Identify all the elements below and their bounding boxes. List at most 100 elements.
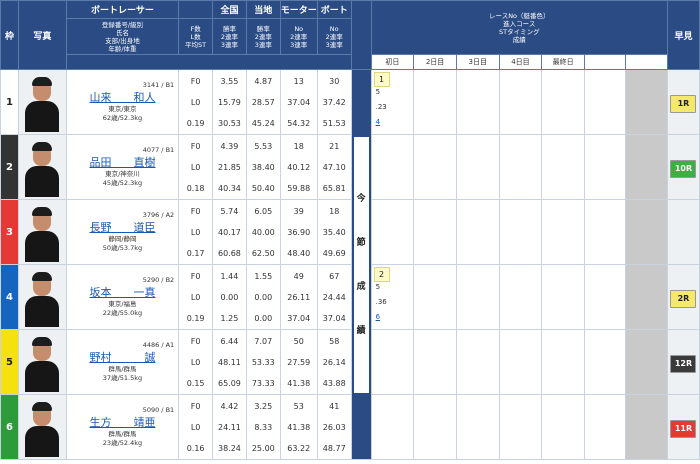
racer-photo [17,394,67,460]
racer-branch: 群馬/群馬 [108,430,137,438]
boat-sub-3: 3連率 [325,40,343,49]
konsetsu-char-4: 績 [353,308,369,353]
motor-cell: 39 36.90 48.40 [279,199,318,265]
racer-branch: 群馬/群馬 [108,365,137,373]
racer-branch: 東京/福島 [108,300,137,308]
racer-name-link[interactable]: 野村 誠 [89,351,156,364]
header-flst [178,0,214,19]
local-value-3: 25.00 [251,443,275,453]
racer-name-link[interactable]: 品田 直樹 [89,156,156,169]
day3-result-cell [455,329,500,395]
early-race-badge[interactable]: 10R [670,160,697,178]
avg-st: 0.17 [186,248,205,258]
day1-result-cell [370,394,415,460]
racer-avatar [23,271,61,327]
local-value-2: 28.57 [251,97,275,107]
boat-sub-2: 2連率 [325,32,343,41]
race-result-link[interactable]: 4 [375,118,381,126]
national-sub-win: 勝率 [222,24,236,33]
racer-reg: 3796 / A2 [142,211,175,219]
motor-value-3: 41.38 [287,378,311,388]
day3-result-cell [455,264,500,330]
day4-result-cell [498,134,543,200]
national-value-1: 4.42 [220,401,239,411]
early-race-badge[interactable]: 11R [670,420,697,438]
header-blank-strip [65,54,352,70]
racer-name-link[interactable]: 生方 靖亜 [89,416,156,429]
racer-name-link[interactable]: 坂本 一真 [89,286,156,299]
early-race-badge[interactable]: 1R [670,95,697,113]
konsetsu-line-st: STタイミング [498,27,540,36]
national-value-2: 48.11 [217,357,241,367]
header-racer-sub: 登録番号/級別 氏名 支部/出身地 年齢/体重 [65,18,180,55]
day2-result-cell [413,199,457,265]
motor-value-2: 40.12 [287,162,311,172]
racer-age-weight: 22歳/55.0kg [102,309,143,317]
national-value-2: 24.11 [217,422,241,432]
local-value-1: 3.25 [254,401,273,411]
day2-result-cell [413,134,457,200]
national-cell: 4.39 21.85 40.34 [212,134,247,200]
race-result-link[interactable]: 6 [375,313,381,321]
national-value-3: 40.34 [217,183,241,193]
local-cell: 1.55 0.00 0.00 [245,264,281,330]
racer-row: 2 4077 / B1 品田 直樹 東京/神奈川 45歳/52.3kg F0 L0 0.18 4… [0,134,700,200]
day-header-4: 4日目 [498,54,543,70]
motor-value-3: 59.88 [287,183,311,193]
flst-cell: F0 L0 0.15 [178,329,214,395]
day4-result-cell [498,329,543,395]
national-value-3: 30.53 [217,118,241,128]
local-value-2: 0.00 [254,292,273,302]
f-count: F0 [190,401,201,411]
racer-row: 3 3796 / A2 長野 道臣 静岡/静岡 50歳/53.7kg F0 L0 0.17 5.… [0,199,700,265]
flst-cell: F0 L0 0.19 [178,69,214,135]
avg-st: 0.16 [186,443,205,453]
boat-value-3: 49.69 [322,248,346,258]
racer-name-link[interactable]: 山来 和人 [89,91,156,104]
flst-sub-f: F数 [190,24,201,33]
f-count: F0 [190,76,201,86]
flst-cell: F0 L0 0.18 [178,134,214,200]
header-waku: 枠 [0,0,19,70]
flst-cell: F0 L0 0.19 [178,264,214,330]
header-national: 全国 [212,0,247,19]
boat-cell: 58 26.14 43.88 [316,329,352,395]
racer-branch: 東京/神奈川 [105,170,140,178]
konsetsu-line-result: 成績 [512,35,526,44]
racer-reg: 4077 / B1 [142,146,175,154]
racer-avatar [23,76,61,132]
race-no-badge[interactable]: 2 [373,267,390,282]
motor-cell: 53 41.38 63.22 [279,394,318,460]
avg-st: 0.18 [186,183,205,193]
early-race-badge[interactable]: 2R [670,290,697,308]
motor-cell: 50 27.59 41.38 [279,329,318,395]
gray-cell [625,69,668,135]
racer-name-link[interactable]: 長野 道臣 [89,221,156,234]
flst-sub-l: L数 [190,32,201,41]
race-no-badge[interactable]: 1 [373,72,390,87]
local-sub-2: 2連率 [254,32,272,41]
local-value-2: 38.40 [251,162,275,172]
boat-cell: 30 37.42 51.53 [316,69,352,135]
day5-result-cell [541,199,586,265]
national-value-3: 65.09 [217,378,241,388]
racer-age-weight: 62歳/52.3kg [102,114,143,122]
racer-avatar [23,401,61,457]
motor-value-1: 39 [293,206,304,216]
national-sub-3: 3連率 [220,40,239,49]
blank-cell [584,199,627,265]
header-konsetsu: レースNo（艇番色） 進入コース STタイミング 成績 [370,0,668,55]
boat-value-1: 21 [329,141,340,151]
day5-result-cell [541,329,586,395]
racer-photo [17,69,67,135]
racer-info: 3796 / A2 長野 道臣 静岡/静岡 50歳/53.7kg [65,199,180,265]
early-race-badge[interactable]: 12R [670,355,697,373]
day1-result-cell [370,134,415,200]
day5-result-cell [541,264,586,330]
boat-cell: 41 26.03 48.77 [316,394,352,460]
day4-result-cell [498,264,543,330]
header-motor: モーター [279,0,318,19]
l-count: L0 [190,292,201,302]
motor-value-3: 54.32 [287,118,311,128]
